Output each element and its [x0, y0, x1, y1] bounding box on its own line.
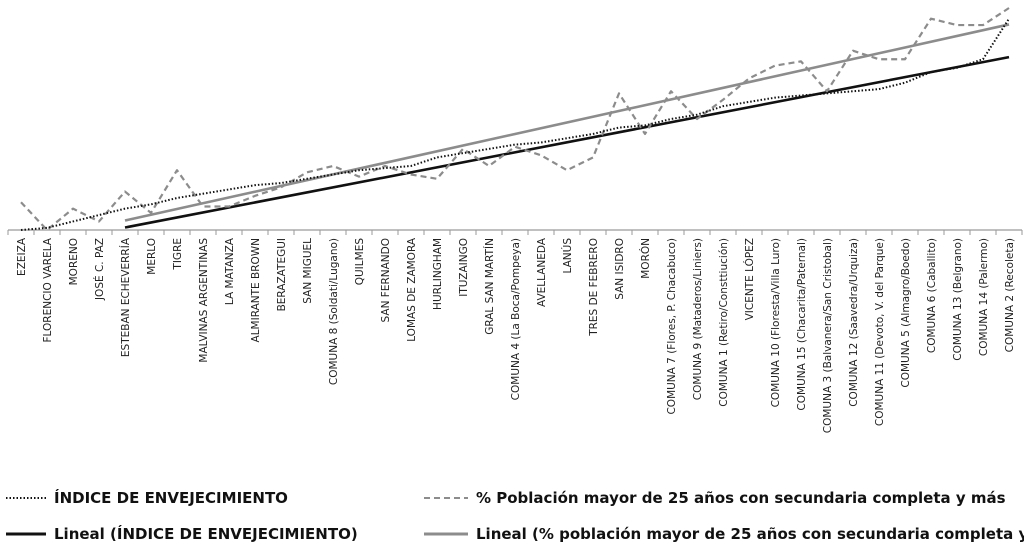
x-tick-label: LANÚS [561, 238, 574, 274]
x-tick-label: COMUNA 2 (Recoleta) [1004, 238, 1016, 352]
x-tick-label: AVELLANEDA [536, 237, 548, 307]
x-tick-label: SAN ISIDRO [614, 238, 626, 300]
x-tick-label: COMUNA 1 (Retiro/Consttiución) [718, 238, 730, 407]
x-tick-label: LOMAS DE ZAMORA [406, 237, 418, 342]
x-tick-label: COMUNA 14 (Palermo) [978, 238, 990, 356]
legend-swatch-dashed [424, 497, 468, 499]
legend-label-lineal-indice: Lineal (ÍNDICE DE ENVEJECIMIENTO) [54, 525, 358, 543]
x-tick-label: QUILMES [354, 238, 366, 286]
x-tick-label: SAN FERNANDO [380, 238, 392, 322]
series-layer [20, 7, 1010, 232]
x-tick-labels: EZEIZA FLORENCIO VARELA MORENO JOSÉ C. PAZ E… [16, 237, 1016, 433]
x-tick-label: ITUZAINGO [458, 238, 470, 297]
legend-swatch-solid-black [6, 532, 46, 536]
x-tick-label: EZEIZA [16, 237, 28, 276]
x-tick-label: FLORENCIO VARELA [42, 237, 54, 342]
legend-label-poblacion: % Población mayor de 25 años con secunda… [476, 489, 1006, 507]
x-tick-label: COMUNA 11 (Devoto, V. del Parque) [874, 238, 886, 426]
legend-label-indice: ÍNDICE DE ENVEJECIMIENTO [54, 489, 288, 507]
trendline-poblacion [124, 23, 1010, 222]
x-tick-label: COMUNA 6 (Caballito) [926, 238, 938, 353]
x-tick-label: MORENO [68, 238, 80, 285]
x-tick-label: TIGRE [172, 238, 184, 271]
x-tick-label: TRES DE FEBRERO [588, 238, 600, 337]
x-tick-label: HURLINGHAM [432, 238, 444, 310]
x-tick-label: VICENTE LÓPEZ [743, 238, 756, 320]
x-tick-label: COMUNA 15 (Chacarita/Paternal) [796, 238, 808, 411]
x-tick-label: BERAZATEGUI [276, 238, 288, 311]
x-tick-label: ESTEBAN ECHEVERRÍA [119, 237, 132, 357]
x-tick-label: COMUNA 13 (Belgrano) [952, 238, 964, 361]
x-tick-label: JOSÉ C. PAZ [93, 238, 106, 301]
legend-item-lineal-poblacion: Lineal (% población mayor de 25 años con… [424, 525, 1024, 543]
legend-item-poblacion: % Población mayor de 25 años con secunda… [424, 489, 1006, 507]
legend-swatch-solid-gray [424, 532, 468, 536]
x-tick-label: COMUNA 9 (Mataderos/Liniers) [692, 238, 704, 400]
x-tick-label: MERLO [146, 238, 158, 275]
x-tick-label: LA MATANZA [224, 237, 236, 305]
x-tick-label: ALMIRANTE BROWN [250, 238, 262, 342]
series-indice-line [20, 18, 1010, 231]
x-tick-label: COMUNA 8 (Soldati/Lugano) [328, 238, 340, 385]
x-tick-label: COMUNA 10 (Floresta/Villa Luro) [770, 238, 782, 407]
x-tick-label: COMUNA 12 (Saavedra/Urquiza) [848, 238, 860, 407]
legend-swatch-dotted [6, 497, 46, 499]
x-axis [7, 229, 1023, 235]
legend: ÍNDICE DE ENVEJECIMIENTO % Población may… [0, 482, 1024, 545]
x-tick-label: MORÓN [639, 238, 652, 279]
legend-item-lineal-indice: Lineal (ÍNDICE DE ENVEJECIMIENTO) [6, 525, 358, 543]
x-tick-label: GRAL SAN MARTÍN [483, 238, 496, 335]
trendline-indice [124, 55, 1010, 229]
x-tick-label: COMUNA 5 (Almagro/Boedo) [900, 238, 912, 388]
x-tick-label: COMUNA 3 (Balvanera/San Cristobal) [822, 238, 834, 433]
x-tick-label: MALVINAS ARGENTINAS [198, 238, 210, 363]
series-poblacion-line [20, 7, 1010, 232]
x-tick-label: COMUNA 7 (Flores, P. Chacabuco) [666, 238, 678, 415]
legend-label-lineal-poblacion: Lineal (% población mayor de 25 años con… [476, 525, 1024, 543]
x-tick-label: COMUNA 4 (La Boca/Pompeya) [510, 238, 522, 400]
chart: EZEIZA FLORENCIO VARELA MORENO JOSÉ C. PAZ E… [7, 7, 1023, 433]
legend-item-indice: ÍNDICE DE ENVEJECIMIENTO [6, 489, 288, 507]
x-tick-label: SAN MIGUEL [302, 238, 314, 304]
